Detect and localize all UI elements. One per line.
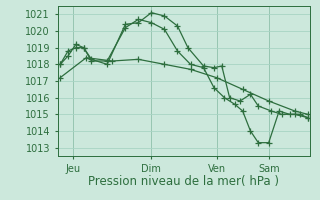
X-axis label: Pression niveau de la mer( hPa ): Pression niveau de la mer( hPa ) [89,175,279,188]
